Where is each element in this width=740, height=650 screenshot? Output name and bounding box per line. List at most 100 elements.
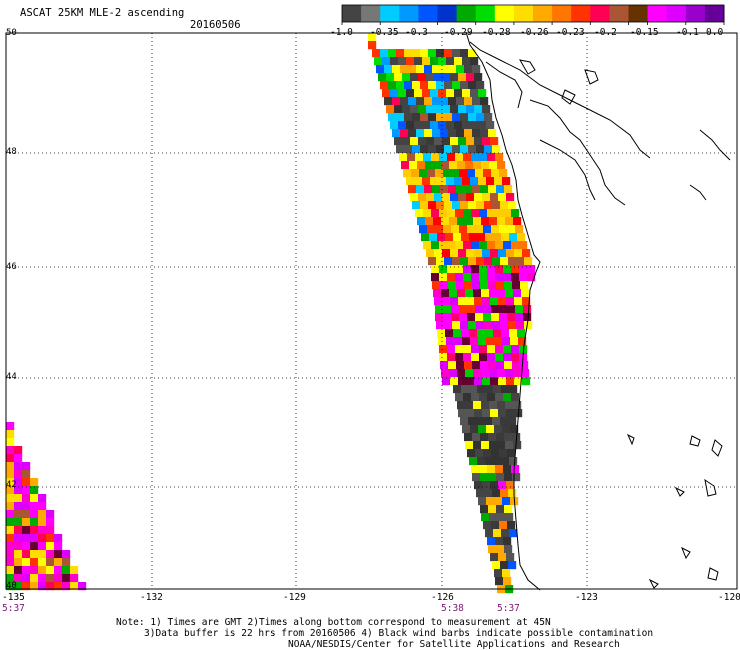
data-cell — [468, 49, 477, 58]
data-cell — [434, 193, 443, 202]
colorbar-swatch — [342, 5, 362, 22]
data-cell — [468, 257, 477, 266]
data-cell — [495, 345, 504, 354]
data-cell — [432, 129, 441, 138]
data-cell — [410, 137, 419, 146]
data-cell — [435, 313, 444, 322]
colorbar-label: -0.28 — [482, 27, 511, 38]
data-cell — [496, 185, 505, 194]
data-cell — [436, 201, 445, 210]
data-cell — [460, 81, 469, 90]
data-cell — [513, 369, 522, 378]
data-cell — [439, 265, 448, 274]
data-cell — [469, 457, 478, 466]
data-cell — [46, 510, 55, 519]
data-cell — [457, 217, 466, 226]
colorbar-swatch — [685, 5, 706, 22]
data-cell — [447, 345, 456, 354]
data-cell — [462, 177, 471, 186]
data-cell — [474, 377, 483, 386]
data-cell — [491, 225, 500, 234]
data-cell — [480, 361, 489, 370]
data-cell — [493, 529, 502, 538]
data-cell — [30, 502, 39, 511]
data-cell — [494, 569, 503, 578]
data-cell — [483, 313, 492, 322]
data-cell — [511, 353, 520, 362]
data-cell — [431, 241, 440, 250]
data-cell — [406, 57, 415, 66]
time-label: 5:38 — [441, 603, 464, 614]
data-cell — [452, 145, 461, 154]
data-cell — [454, 57, 463, 66]
data-cell — [430, 177, 439, 186]
data-cell — [448, 97, 457, 106]
data-cell — [490, 249, 499, 258]
data-cell — [458, 73, 467, 82]
data-cell — [521, 369, 530, 378]
data-cell — [449, 369, 458, 378]
data-cell — [444, 113, 453, 122]
data-cell — [22, 558, 31, 567]
data-cell — [476, 257, 485, 266]
data-cell — [479, 393, 488, 402]
data-cell — [46, 566, 55, 575]
data-cell — [495, 577, 504, 586]
data-cell — [458, 377, 467, 386]
data-cell — [447, 153, 456, 162]
colorbar-swatch — [571, 5, 591, 22]
data-cell — [482, 105, 491, 114]
data-cell — [78, 582, 87, 591]
data-cell — [472, 433, 481, 442]
data-cell — [483, 225, 492, 234]
data-cell — [507, 521, 516, 530]
colorbar-label: -0.23 — [556, 27, 585, 38]
data-cell — [396, 145, 405, 154]
data-cell — [412, 145, 421, 154]
data-cell — [472, 361, 481, 370]
data-cell — [460, 201, 469, 210]
colorbar-swatch — [380, 5, 400, 22]
data-cell — [497, 441, 506, 450]
data-cell — [450, 105, 459, 114]
data-cell — [408, 97, 417, 106]
data-cell — [513, 401, 522, 410]
data-cell — [522, 249, 531, 258]
data-cell — [406, 177, 415, 186]
map-title: ASCAT 25KM MLE-2 ascending — [20, 7, 185, 19]
data-cell — [513, 441, 522, 450]
data-cell — [30, 494, 39, 503]
data-cell — [6, 478, 15, 487]
data-cell — [411, 169, 420, 178]
map-date: 20160506 — [190, 19, 241, 31]
data-cell — [22, 534, 31, 543]
data-cell — [424, 129, 433, 138]
data-cell — [440, 65, 449, 74]
data-cell — [368, 33, 377, 42]
data-cell — [508, 489, 517, 498]
data-cell — [442, 137, 451, 146]
lat-label: 50 — [6, 28, 17, 38]
data-cell — [418, 73, 427, 82]
data-cell — [498, 297, 507, 306]
data-cell — [492, 561, 501, 570]
colorbar-label: -0.1 — [676, 27, 699, 38]
data-cell — [452, 81, 461, 90]
data-cell — [428, 145, 437, 154]
data-cell — [481, 441, 490, 450]
data-cell — [489, 369, 498, 378]
data-cell — [452, 113, 461, 122]
data-cell — [14, 542, 23, 551]
data-cell — [508, 201, 517, 210]
data-cell — [442, 73, 451, 82]
data-cell — [497, 161, 506, 170]
data-cell — [520, 361, 529, 370]
data-cell — [426, 105, 435, 114]
data-cell — [463, 273, 472, 282]
data-cell — [493, 457, 502, 466]
colorbar-label: -0.26 — [520, 27, 549, 38]
data-cell — [482, 193, 491, 202]
data-cell — [441, 369, 450, 378]
data-cell — [490, 297, 499, 306]
